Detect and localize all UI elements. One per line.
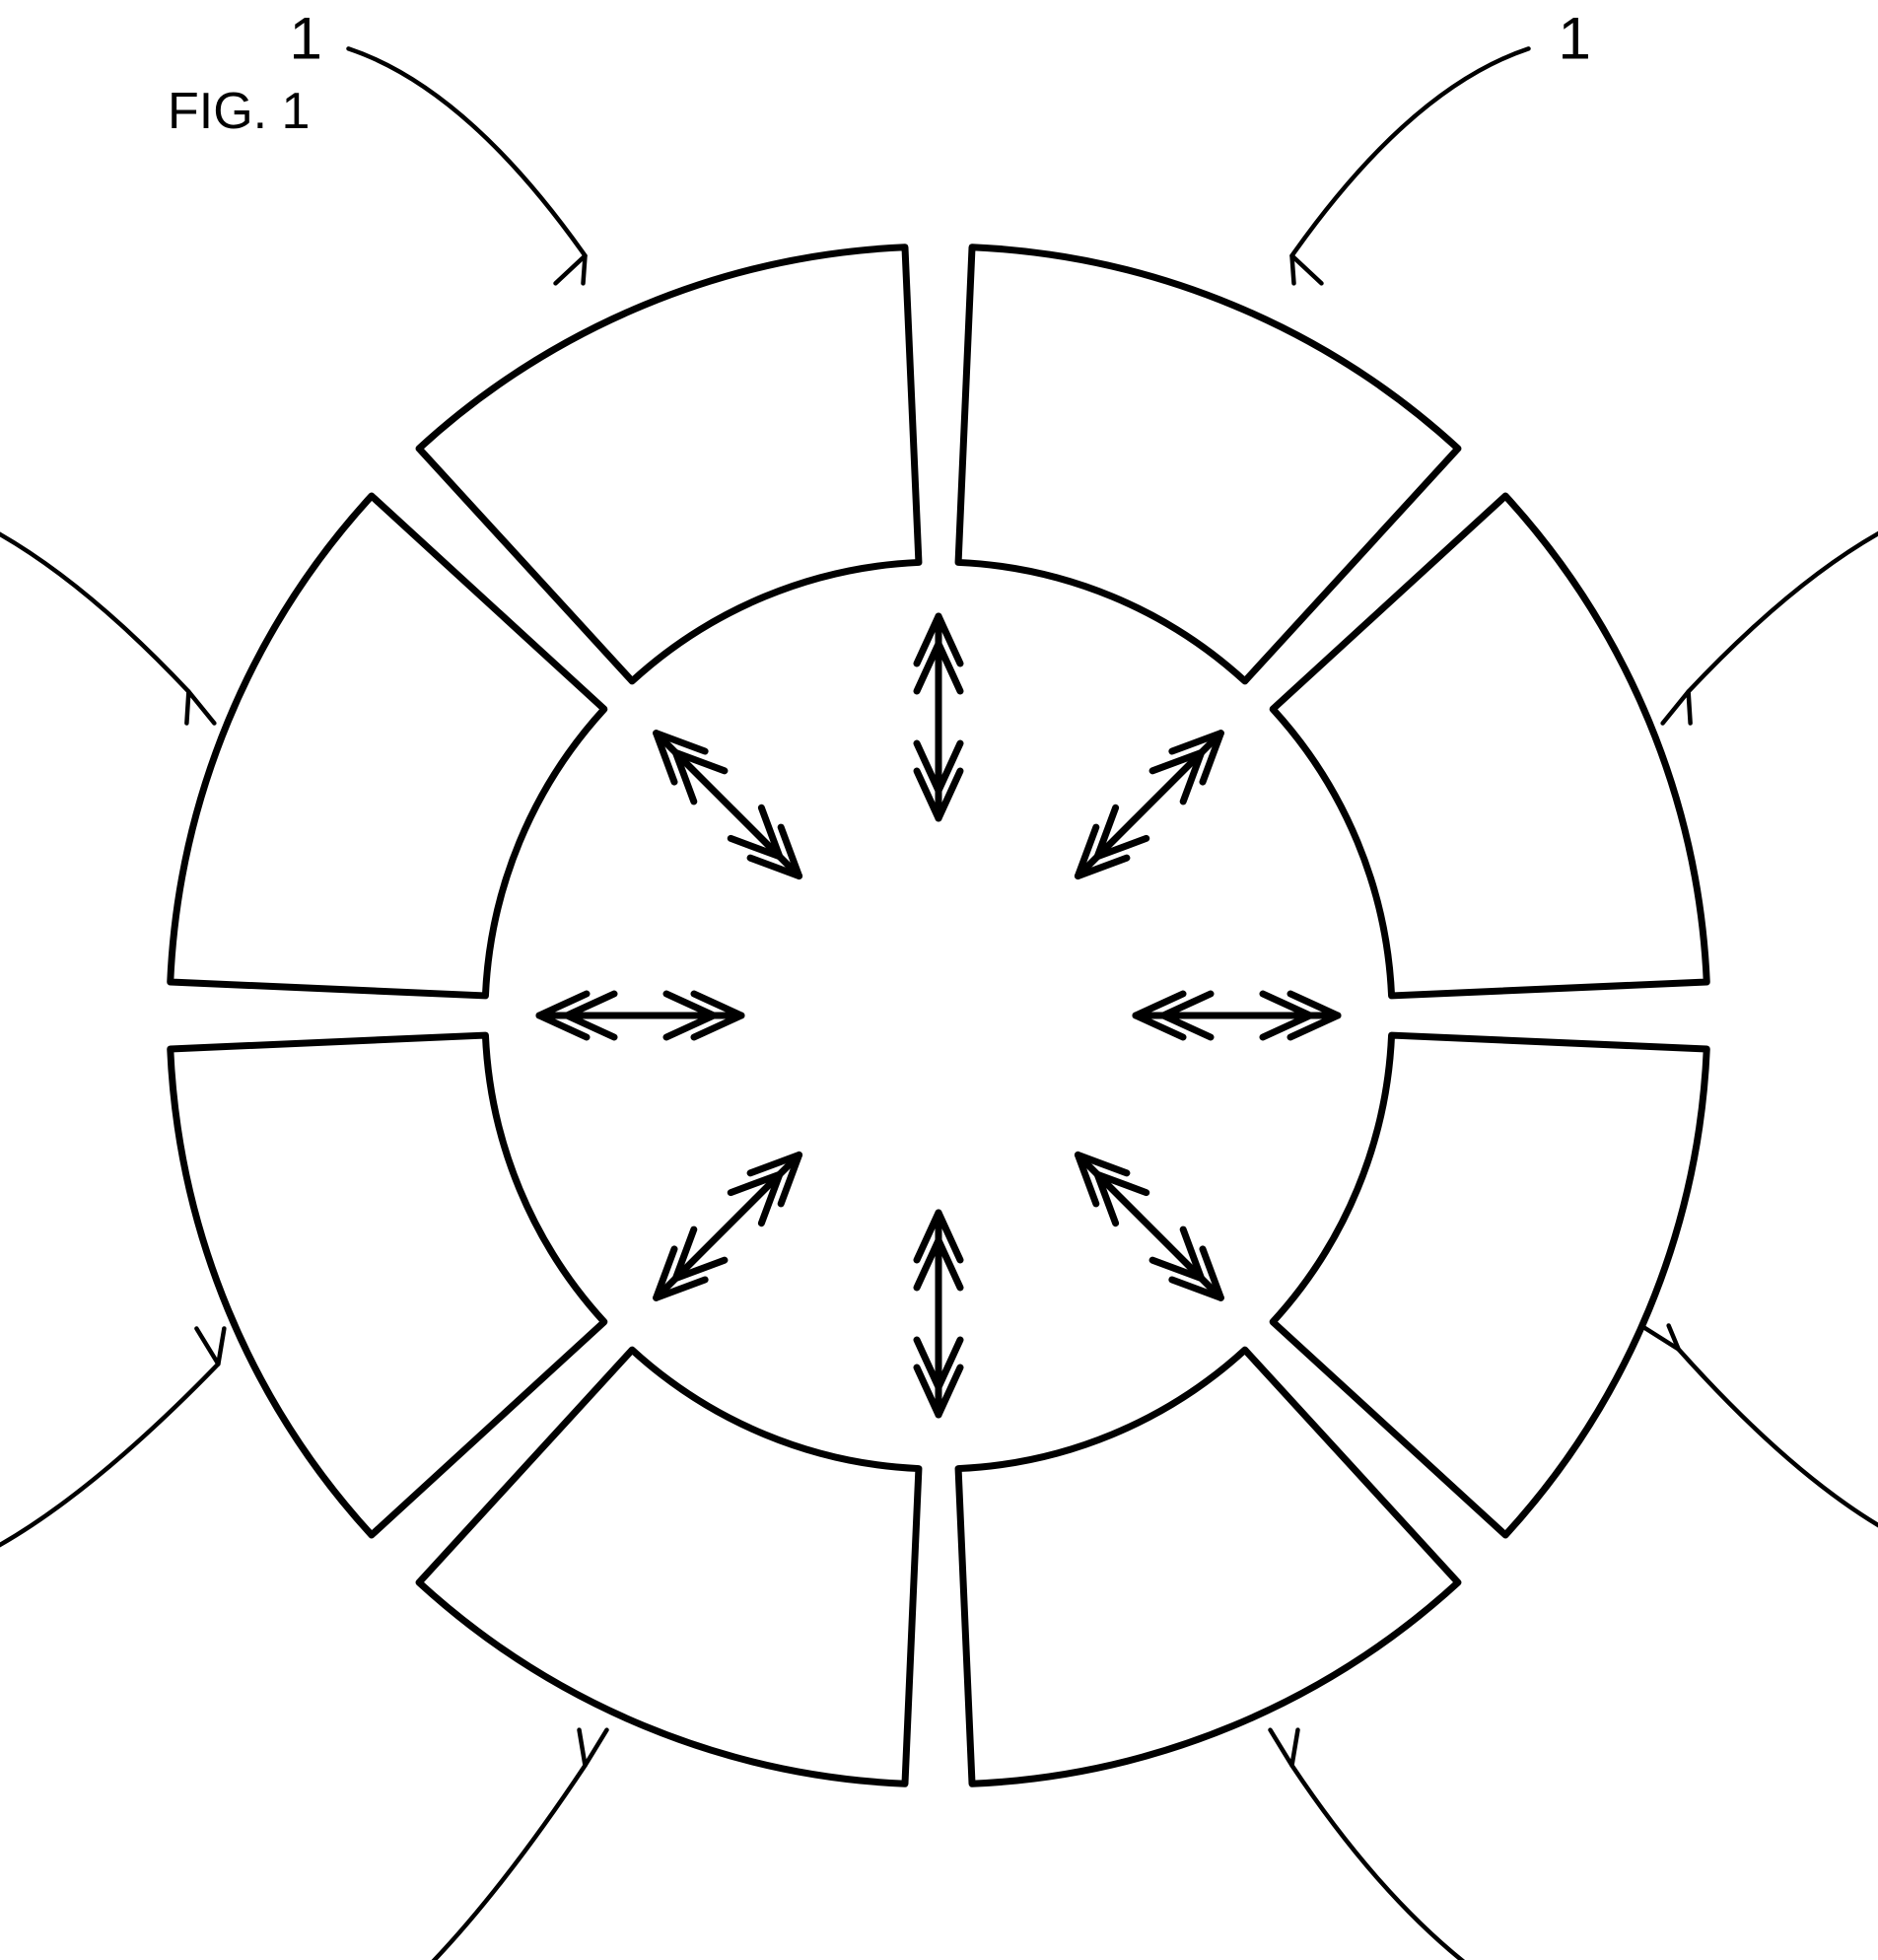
ring-segment xyxy=(958,247,1458,681)
radial-arrow xyxy=(917,1213,960,1415)
figure-svg: FIG. 111111111 xyxy=(0,0,1878,1960)
segment-callout: 1 xyxy=(0,1328,224,1618)
radial-arrow xyxy=(657,1155,800,1297)
segment-callout: 1 xyxy=(1641,1325,1878,1608)
figure-title: FIG. 1 xyxy=(168,83,310,140)
segment-callout: 1 xyxy=(1663,442,1878,724)
radial-arrow xyxy=(657,734,800,876)
segment-label: 1 xyxy=(290,5,322,71)
ring-segment xyxy=(419,247,919,681)
radial-arrow xyxy=(1078,1155,1220,1297)
radial-arrow xyxy=(539,994,741,1037)
ring-segment xyxy=(958,1350,1458,1784)
radial-arrow xyxy=(1078,734,1220,876)
segment-callout: 1 xyxy=(1291,5,1590,283)
segment-callout: 1 xyxy=(329,1730,607,1960)
figure-page: FIG. 111111111 xyxy=(0,0,1878,1960)
ring-segment xyxy=(419,1350,919,1784)
radial-arrow xyxy=(917,616,960,818)
segment-callout: 1 xyxy=(290,5,586,283)
radial-arrow xyxy=(1136,994,1338,1037)
ring-segment xyxy=(171,496,604,996)
segment-callout: 1 xyxy=(0,442,214,724)
ring-segment xyxy=(1273,1035,1706,1535)
ring-segment xyxy=(171,1035,604,1535)
segment-label: 1 xyxy=(1558,5,1590,71)
segment-callout: 1 xyxy=(1270,1730,1600,1960)
ring-segment xyxy=(1273,496,1706,996)
